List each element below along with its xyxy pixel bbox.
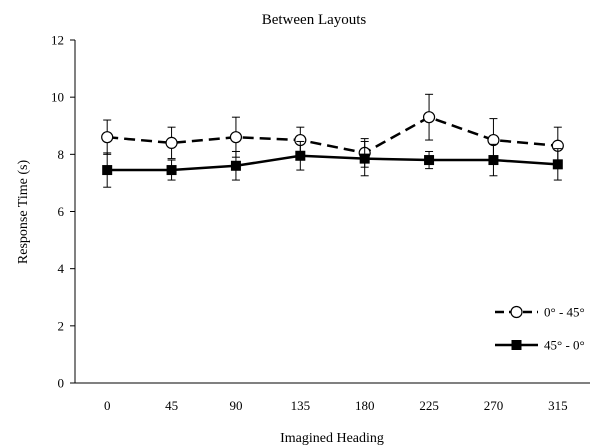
y-tick-label-0: 0 (58, 376, 65, 391)
series-line-2 (107, 154, 558, 172)
point-2-270 (488, 155, 499, 166)
point-1-225 (422, 111, 436, 124)
y-tick-label-8: 8 (58, 147, 65, 162)
point-2-225 (424, 155, 435, 166)
point-1-0 (101, 131, 114, 144)
y-tick-label-2: 2 (58, 318, 65, 333)
point-2-45 (166, 165, 177, 176)
y-tick-label-6: 6 (58, 204, 65, 219)
y-tick-label-10: 10 (51, 90, 64, 105)
legend: 0° - 45° 45° - 0° (495, 305, 585, 353)
legend-label-1: 0° - 45° (544, 305, 585, 320)
x-tick-label-90: 90 (229, 398, 242, 413)
point-2-0 (102, 165, 113, 176)
point-2-180 (359, 153, 370, 164)
series-line-1 (107, 115, 558, 155)
x-tick-label-270: 270 (484, 398, 504, 413)
x-tick-label-315: 315 (548, 398, 568, 413)
chart-title: Between Layouts (262, 12, 367, 28)
legend-marker-2 (511, 340, 522, 350)
x-tick-label-45: 45 (165, 398, 178, 413)
series-2 (102, 140, 563, 188)
y-axis-label: Response Time (s) (16, 160, 31, 265)
x-tick-label-135: 135 (291, 398, 311, 413)
legend-label-2: 45° - 0° (544, 338, 585, 353)
point-1-45 (165, 136, 178, 149)
point-2-135 (295, 150, 306, 161)
legend-marker-1 (510, 305, 523, 319)
x-tick-label-180: 180 (355, 398, 375, 413)
y-tick-label-4: 4 (58, 261, 65, 276)
point-1-90 (229, 131, 243, 144)
point-2-90 (230, 160, 241, 171)
x-axis-label: Imagined Heading (280, 431, 384, 446)
x-tick-label-0: 0 (104, 398, 111, 413)
x-tick-label-225: 225 (419, 398, 439, 413)
point-2-315 (552, 159, 563, 170)
y-tick-label-12: 12 (51, 33, 64, 48)
